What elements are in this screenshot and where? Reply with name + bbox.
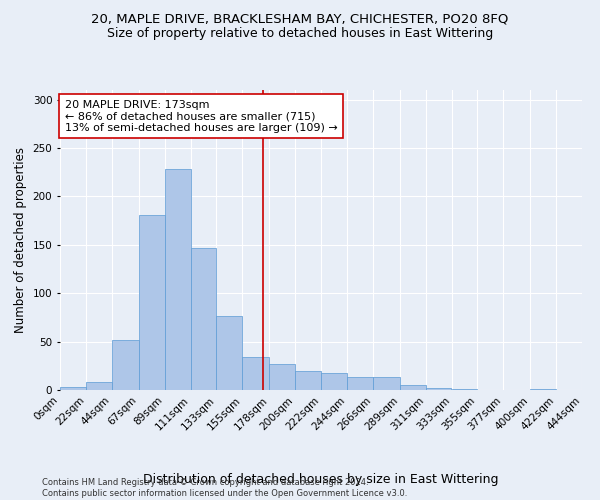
- Bar: [60, 387, 86, 390]
- Bar: [425, 388, 451, 390]
- Bar: [164, 170, 191, 390]
- Bar: [269, 364, 295, 390]
- Bar: [452, 389, 478, 390]
- Bar: [400, 385, 425, 390]
- Bar: [139, 215, 164, 390]
- Bar: [86, 382, 112, 390]
- Text: Size of property relative to detached houses in East Wittering: Size of property relative to detached ho…: [107, 28, 493, 40]
- Bar: [530, 389, 556, 390]
- Bar: [217, 316, 242, 390]
- Bar: [191, 248, 217, 390]
- Bar: [295, 370, 321, 390]
- Text: 20, MAPLE DRIVE, BRACKLESHAM BAY, CHICHESTER, PO20 8FQ: 20, MAPLE DRIVE, BRACKLESHAM BAY, CHICHE…: [91, 12, 509, 26]
- Bar: [347, 378, 373, 390]
- Text: Contains HM Land Registry data © Crown copyright and database right 2024.
Contai: Contains HM Land Registry data © Crown c…: [42, 478, 407, 498]
- Bar: [112, 340, 139, 390]
- Bar: [321, 372, 347, 390]
- Bar: [242, 357, 269, 390]
- X-axis label: Distribution of detached houses by size in East Wittering: Distribution of detached houses by size …: [143, 474, 499, 486]
- Bar: [373, 378, 400, 390]
- Y-axis label: Number of detached properties: Number of detached properties: [14, 147, 27, 333]
- Text: 20 MAPLE DRIVE: 173sqm
← 86% of detached houses are smaller (715)
13% of semi-de: 20 MAPLE DRIVE: 173sqm ← 86% of detached…: [65, 100, 337, 133]
